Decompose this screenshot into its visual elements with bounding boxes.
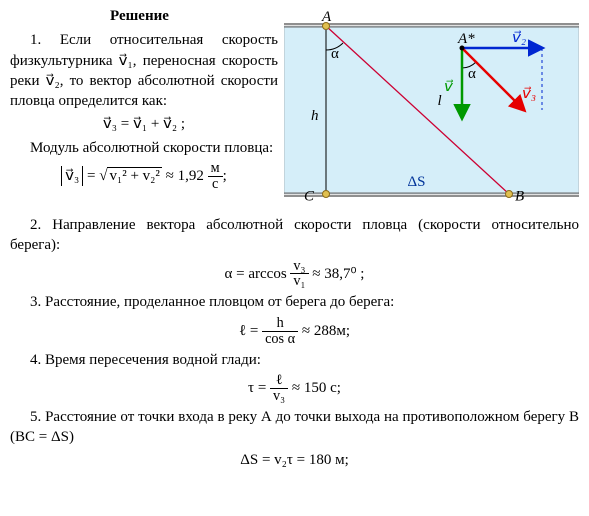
text: τ = [248,380,270,396]
fraction: hcos α [262,316,298,347]
text: ≈ 1,92 [162,168,208,184]
text: ≈ 150 с; [288,380,341,396]
unit-fraction: мс [208,161,223,192]
text: ; [223,168,227,184]
text: ≈ 38,7⁰ ; [309,265,365,281]
numerator: h [262,316,298,332]
paragraph-6: 5. Расстояние от точки входа в реку А до… [10,407,579,448]
svg-text:v⃗₂: v⃗₂ [512,30,526,46]
sqrt: √v₁² + v₂² [99,166,162,186]
numerator: ℓ [270,373,288,389]
paragraph-3: 2. Направление вектора абсолютной скорос… [10,215,579,256]
formula-time: τ = ℓv₃ ≈ 150 с; [10,373,579,404]
denominator: с [208,177,223,192]
abs-v3: v⃗₃ [61,166,83,186]
radicand: v₁² + v₂² [107,167,161,184]
svg-text:C: C [304,188,315,204]
paragraph-5: 4. Время пересечения водной глади: [10,350,579,370]
symbol-v2: v⃗₂ [46,73,60,89]
numerator: v₃ [290,259,308,275]
text: v⃗₃ [65,168,79,184]
numerator: м [208,161,223,177]
denominator: cos α [262,332,298,347]
svg-text:α: α [331,46,339,62]
svg-text:v⃗₃: v⃗₃ [522,86,536,102]
svg-text:A: A [321,9,332,25]
fraction: v₃v₁ [290,259,308,290]
denominator: v₃ [270,389,288,404]
text: α = arccos [225,265,291,281]
text: ≈ 288м; [298,323,350,339]
svg-text:α: α [468,66,476,82]
svg-text:B: B [515,188,524,204]
denominator: v₁ [290,274,308,289]
text: ℓ = [239,323,262,339]
formula-angle: α = arccos v₃v₁ ≈ 38,7⁰ ; [10,259,579,290]
text: = [83,168,99,184]
svg-text:ΔS: ΔS [408,174,426,190]
svg-text:h: h [311,108,319,124]
svg-text:l: l [438,93,442,109]
svg-text:A*: A* [457,31,475,47]
svg-text:v⃗: v⃗ [444,79,454,95]
physics-figure: A C Bα h l ΔS A* α v⃗₂ v⃗ v⃗₃ [284,6,579,211]
formula-distance: ℓ = hcos α ≈ 288м; [10,316,579,347]
paragraph-4: 3. Расстояние, проделанное пловцом от бе… [10,292,579,312]
formula-displacement: ΔS = v₂τ = 180 м; [10,450,579,470]
symbol-v1: v⃗₁ [119,53,133,69]
fraction: ℓv₃ [270,373,288,404]
